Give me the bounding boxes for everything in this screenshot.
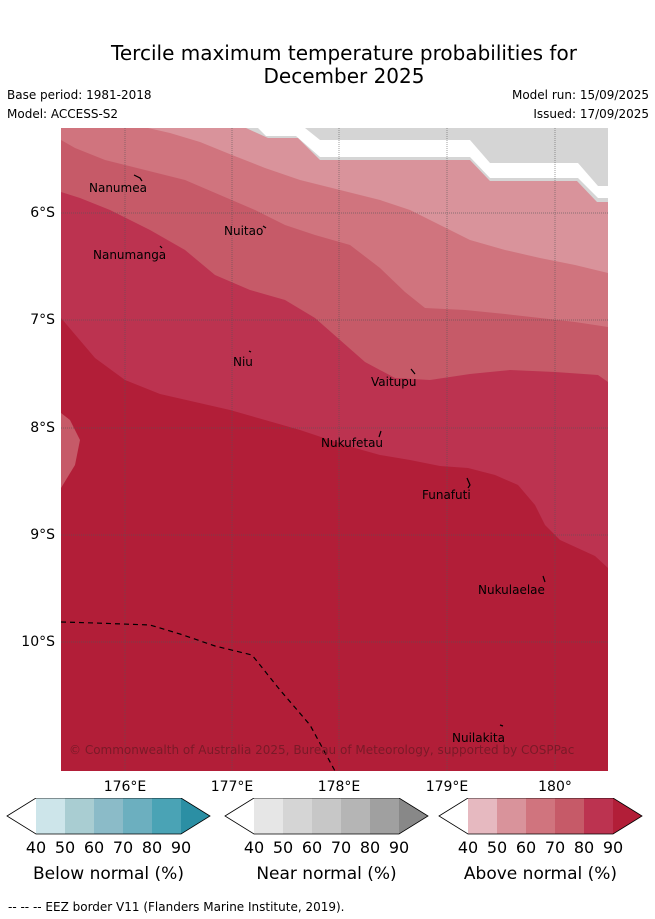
label-nuitao: Nuitao <box>224 224 263 238</box>
island-vaitupu <box>410 368 416 375</box>
colorbar-tick-label: 40 <box>243 838 265 857</box>
eez-border <box>61 621 336 771</box>
map-title: Tercile maximum temperature probabilitie… <box>0 42 655 88</box>
island-nuilakita <box>499 724 504 727</box>
colorbar-tick-label: 60 <box>301 838 323 857</box>
label-nukulaelae: Nukulaelae <box>478 583 545 597</box>
colorbar-min-arrow <box>7 798 36 834</box>
colorbar-above <box>438 798 643 835</box>
colorbar-max-arrow <box>399 798 428 834</box>
colorbar-max-arrow <box>181 798 210 834</box>
colorbar-segment <box>152 798 181 834</box>
colorbar-tick-label: 80 <box>573 838 595 857</box>
label-nanumanga: Nanumanga <box>93 248 166 262</box>
colorbar-tick-label: 90 <box>602 838 624 857</box>
colorbar-segment <box>283 798 312 834</box>
lat-label-10s: 10°S <box>21 634 55 650</box>
island-funafuti <box>466 477 471 489</box>
island-niu <box>248 350 252 353</box>
colorbar-segment <box>341 798 370 834</box>
issued-date: Issued: 17/09/2025 <box>533 107 649 121</box>
colorbar-tick-label: 70 <box>112 838 134 857</box>
colorbar-outline <box>224 798 429 835</box>
forecast-map: Nanumea Nanumanga Nuitao Niu Vaitupu Nuk… <box>61 128 608 771</box>
lon-label-177e: 177°E <box>210 779 254 795</box>
label-niu: Niu <box>233 355 253 369</box>
colorbar-segment <box>312 798 341 834</box>
island-nuitao <box>262 225 267 229</box>
eez-footnote: -- -- -- EEZ border V11 (Flanders Marine… <box>8 900 345 914</box>
colorbar-tick-label: 60 <box>83 838 105 857</box>
colorbar-tick-label: 40 <box>25 838 47 857</box>
colorbar-tick-label: 50 <box>486 838 508 857</box>
model-name: Model: ACCESS-S2 <box>7 107 119 121</box>
colorbar-segment <box>36 798 65 834</box>
island-nukulaelae <box>542 575 546 583</box>
colorbar-title-above: Above normal (%) <box>463 864 618 884</box>
colorbar-segment <box>94 798 123 834</box>
colorbar-segment <box>497 798 526 834</box>
lon-label-179e: 179°E <box>425 779 469 795</box>
colorbar-tick-label: 80 <box>141 838 163 857</box>
colorbar-min-arrow <box>225 798 254 834</box>
lon-label-178e: 178°E <box>317 779 361 795</box>
lon-label-180: 180° <box>538 779 572 795</box>
low-prob-gap <box>258 128 608 198</box>
colorbar-segment <box>123 798 152 834</box>
colorbar-tick-label: 90 <box>170 838 192 857</box>
islands <box>133 174 546 727</box>
colorbar-min-arrow <box>439 798 468 834</box>
colorbar-outline <box>6 798 211 835</box>
colorbar-tick-label: 50 <box>272 838 294 857</box>
colorbar-title-near: Near normal (%) <box>256 864 397 884</box>
island-nanumanga <box>159 245 163 249</box>
colorbar-tick-label: 60 <box>515 838 537 857</box>
title-line-1: Tercile maximum temperature probabilitie… <box>111 41 577 65</box>
colorbar-tick-label: 70 <box>330 838 352 857</box>
colorbar-max-arrow <box>613 798 642 834</box>
lat-label-7s: 7°S <box>30 312 55 328</box>
colorbar-below <box>6 798 211 835</box>
colorbar-near <box>224 798 429 835</box>
colorbar-segment <box>584 798 613 834</box>
colorbar-segment <box>370 798 399 834</box>
colorbar-outline <box>438 798 643 835</box>
colorbar-tick-label: 50 <box>54 838 76 857</box>
colorbar-segment <box>526 798 555 834</box>
colorbar-tick-label: 70 <box>544 838 566 857</box>
title-line-2: December 2025 <box>263 64 425 88</box>
colorbars <box>6 798 643 835</box>
label-funafuti: Funafuti <box>422 488 471 502</box>
island-nukufetau <box>378 430 382 438</box>
label-nukufetau: Nukufetau <box>321 436 383 450</box>
lat-label-8s: 8°S <box>30 420 55 436</box>
base-period: Base period: 1981-2018 <box>7 88 152 102</box>
colorbar-tick-label: 40 <box>457 838 479 857</box>
colorbar-tick-label: 80 <box>359 838 381 857</box>
prob-region-80-left <box>61 413 80 488</box>
island-nanumea <box>133 174 143 182</box>
colorbar-segment <box>254 798 283 834</box>
label-nanumea: Nanumea <box>89 181 147 195</box>
colorbar-segment <box>468 798 497 834</box>
label-vaitupu: Vaitupu <box>371 375 417 389</box>
colorbar-tick-label: 90 <box>388 838 410 857</box>
colorbar-segment <box>555 798 584 834</box>
colorbar-segment <box>65 798 94 834</box>
label-nuilakita: Nuilakita <box>452 731 505 745</box>
colorbar-title-below: Below normal (%) <box>33 864 184 884</box>
copyright-notice: © Commonwealth of Australia 2025, Bureau… <box>69 743 574 757</box>
lon-label-176e: 176°E <box>103 779 147 795</box>
lat-label-9s: 9°S <box>30 527 55 543</box>
lat-label-6s: 6°S <box>30 205 55 221</box>
model-run: Model run: 15/09/2025 <box>511 88 649 102</box>
